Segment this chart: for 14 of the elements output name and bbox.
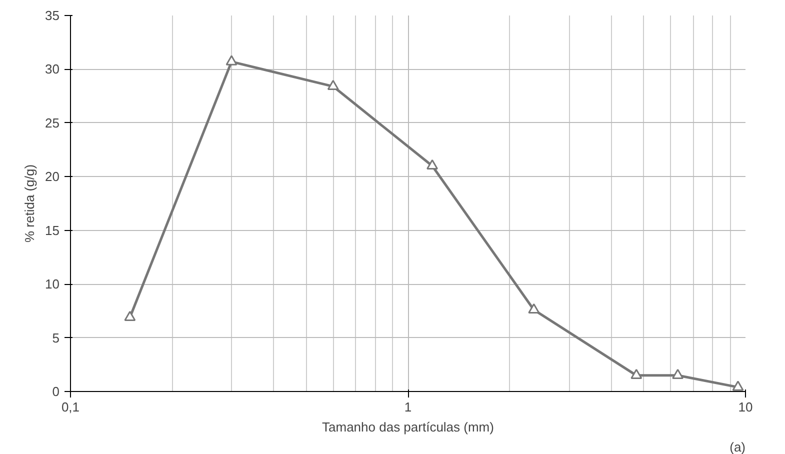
y-tick-label: 35 — [45, 8, 60, 23]
y-tick-label: 5 — [52, 330, 60, 346]
y-tick-label: 15 — [45, 222, 60, 238]
y-tick-label: 20 — [45, 169, 60, 184]
y-tick-label: 0 — [52, 384, 60, 399]
x-tick-label: 10 — [738, 400, 753, 414]
text: (a) — [730, 440, 746, 454]
x-tick-label: 0,1 — [61, 400, 80, 414]
y-tick-label: 10 — [45, 276, 60, 292]
x-axis-title: Tamanho das partículas (mm) — [322, 420, 494, 434]
y-tick-label: 25 — [45, 115, 60, 130]
x-tick-label: 1 — [404, 400, 412, 414]
y-axis-title: % retida (g/g) — [22, 164, 38, 243]
y-tick-label: 30 — [45, 62, 60, 77]
